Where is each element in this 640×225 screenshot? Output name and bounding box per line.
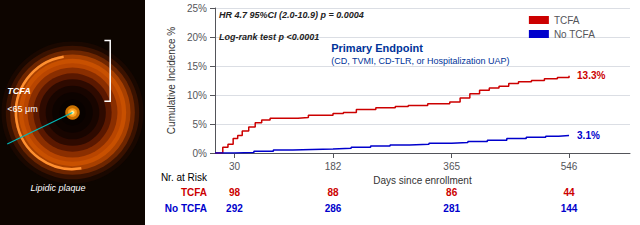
svg-text:TCFA: TCFA [554, 15, 580, 26]
svg-text:88: 88 [327, 187, 339, 198]
svg-text:44: 44 [563, 187, 575, 198]
svg-text:144: 144 [561, 203, 578, 214]
svg-text:25%: 25% [187, 3, 207, 14]
svg-text:No TCFA: No TCFA [165, 203, 207, 214]
svg-text:286: 286 [325, 203, 342, 214]
svg-text:281: 281 [443, 203, 460, 214]
svg-text:3.1%: 3.1% [577, 130, 600, 141]
svg-text:86: 86 [446, 187, 458, 198]
svg-text:No TCFA: No TCFA [554, 29, 595, 40]
svg-text:182: 182 [325, 161, 342, 172]
svg-text:Log-rank test p <0.0001: Log-rank test p <0.0001 [219, 32, 319, 42]
svg-text:13.3%: 13.3% [577, 70, 605, 81]
svg-text:Primary Endpoint: Primary Endpoint [331, 42, 423, 54]
svg-text:HR 4.7 95%CI (2.0-10.9) p = 0.: HR 4.7 95%CI (2.0-10.9) p = 0.0004 [219, 10, 364, 20]
svg-text:15%: 15% [187, 61, 207, 72]
svg-text:Cumulative Incidence %: Cumulative Incidence % [166, 27, 177, 134]
svg-text:Days since enrollment: Days since enrollment [373, 175, 472, 186]
svg-text:TCFA: TCFA [7, 86, 31, 96]
svg-text:365: 365 [443, 161, 460, 172]
svg-text:30: 30 [229, 161, 241, 172]
svg-text:0%: 0% [193, 148, 208, 159]
svg-text:Lipidic plaque: Lipidic plaque [30, 183, 85, 193]
svg-text:546: 546 [561, 161, 578, 172]
svg-text:<65 μm: <65 μm [7, 104, 37, 114]
svg-text:292: 292 [226, 203, 243, 214]
svg-text:20%: 20% [187, 32, 207, 43]
svg-text:(CD, TVMI, CD-TLR, or Hospital: (CD, TVMI, CD-TLR, or Hospitalization UA… [331, 56, 509, 66]
svg-text:10%: 10% [187, 90, 207, 101]
svg-text:5%: 5% [193, 119, 208, 130]
svg-text:TCFA: TCFA [181, 187, 207, 198]
svg-text:Nr. at Risk: Nr. at Risk [161, 172, 208, 183]
svg-text:98: 98 [229, 187, 241, 198]
